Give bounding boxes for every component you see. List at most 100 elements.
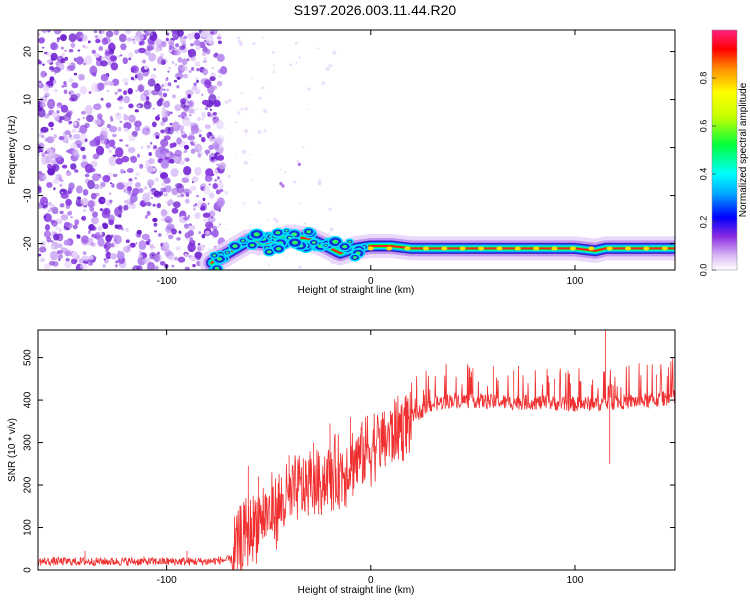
noise-speck — [174, 104, 182, 112]
noise-speck — [143, 186, 148, 190]
noise-speck-faint — [328, 207, 333, 212]
noise-speck — [130, 66, 137, 72]
noise-speck — [38, 170, 42, 175]
noise-speck — [176, 30, 184, 37]
noise-speck — [147, 179, 155, 187]
noise-speck — [212, 134, 215, 137]
noise-speck — [196, 79, 199, 84]
noise-speck — [115, 158, 124, 165]
noise-speck — [150, 73, 157, 80]
noise-speck — [184, 253, 189, 258]
noise-speck — [142, 59, 146, 64]
noise-speck — [134, 49, 139, 54]
noise-speck — [69, 136, 75, 141]
noise-speck — [122, 78, 129, 83]
noise-speck — [43, 230, 51, 238]
spectrogram-frame — [37, 29, 676, 271]
noise-speck — [186, 58, 190, 62]
noise-speck — [137, 72, 144, 81]
noise-speck — [39, 96, 48, 103]
noise-speck-faint — [244, 107, 249, 111]
noise-speck — [141, 146, 143, 149]
noise-speck — [40, 241, 46, 248]
noise-speck — [40, 70, 47, 78]
noise-speck — [50, 127, 54, 131]
noise-speck — [165, 37, 169, 42]
noise-speck — [159, 261, 166, 266]
noise-speck — [158, 97, 164, 103]
noise-speck — [189, 49, 194, 53]
noise-speck — [207, 202, 210, 205]
noise-speck — [100, 60, 108, 67]
noise-speck — [123, 115, 129, 121]
noise-speck — [113, 234, 122, 245]
colorbar-tick-label: 0.6 — [698, 120, 708, 133]
noise-speck — [61, 191, 64, 194]
colorbar-tick-label: 0.0 — [698, 264, 708, 277]
noise-speck — [64, 260, 72, 269]
snr-y-tick-label: 500 — [23, 349, 34, 366]
noise-speck — [134, 109, 139, 113]
noise-speck — [149, 31, 158, 42]
noise-speck — [138, 47, 146, 54]
noise-speck — [38, 108, 46, 118]
noise-speck — [143, 65, 149, 70]
noise-speck — [176, 237, 181, 241]
noise-speck — [75, 199, 79, 203]
noise-speck — [47, 163, 52, 170]
noise-speck-faint — [272, 70, 275, 74]
noise-speck — [128, 114, 136, 123]
noise-speck — [201, 93, 204, 96]
noise-speck — [102, 175, 111, 183]
noise-speck — [153, 222, 158, 227]
noise-speck-faint — [308, 108, 310, 111]
noise-speck — [150, 124, 153, 127]
noise-speck — [89, 65, 98, 76]
signal-core-dot — [422, 246, 429, 251]
noise-speck — [190, 148, 196, 154]
spectrogram-x-tick-label: -100 — [157, 276, 177, 287]
noise-speck — [46, 136, 55, 144]
noise-speck — [216, 80, 223, 87]
noise-speck — [74, 169, 79, 173]
noise-speck — [88, 261, 93, 266]
noise-speck — [166, 32, 170, 36]
noise-speck — [216, 163, 219, 166]
stray-speck — [281, 184, 285, 188]
noise-speck — [143, 89, 149, 97]
noise-speck — [217, 181, 224, 190]
noise-speck — [105, 234, 112, 243]
noise-speck — [125, 227, 129, 230]
noise-speck — [174, 256, 179, 261]
snr-series-line — [38, 330, 675, 570]
noise-speck — [171, 121, 180, 132]
noise-speck — [105, 248, 109, 253]
noise-speck-faint — [237, 39, 242, 44]
noise-speck — [162, 92, 168, 98]
noise-speck — [175, 246, 181, 251]
noise-speck — [65, 171, 72, 177]
noise-speck — [46, 182, 53, 188]
noise-speck — [146, 165, 153, 174]
noise-speck — [137, 104, 141, 108]
signal-core-dot — [459, 246, 466, 251]
noise-speck — [187, 242, 196, 253]
noise-speck — [160, 40, 167, 48]
noise-speck — [87, 237, 94, 243]
colorbar: 0.0 0.2 0.4 0.6 0.8 Normalized spectral ampl… — [698, 29, 749, 277]
noise-speck — [187, 107, 196, 115]
signal-blob-core — [217, 257, 223, 261]
signal-blob-core — [267, 250, 272, 254]
noise-speck — [72, 133, 81, 140]
noise-speck-faint — [263, 129, 267, 133]
noise-speck — [74, 219, 80, 226]
noise-speck — [166, 88, 170, 92]
noise-speck — [202, 212, 211, 218]
noise-speck-faint — [296, 160, 300, 163]
noise-speck — [114, 112, 122, 120]
noise-speck — [47, 30, 51, 33]
noise-speck — [44, 224, 51, 231]
noise-speck — [183, 144, 190, 150]
noise-speck — [175, 72, 184, 80]
